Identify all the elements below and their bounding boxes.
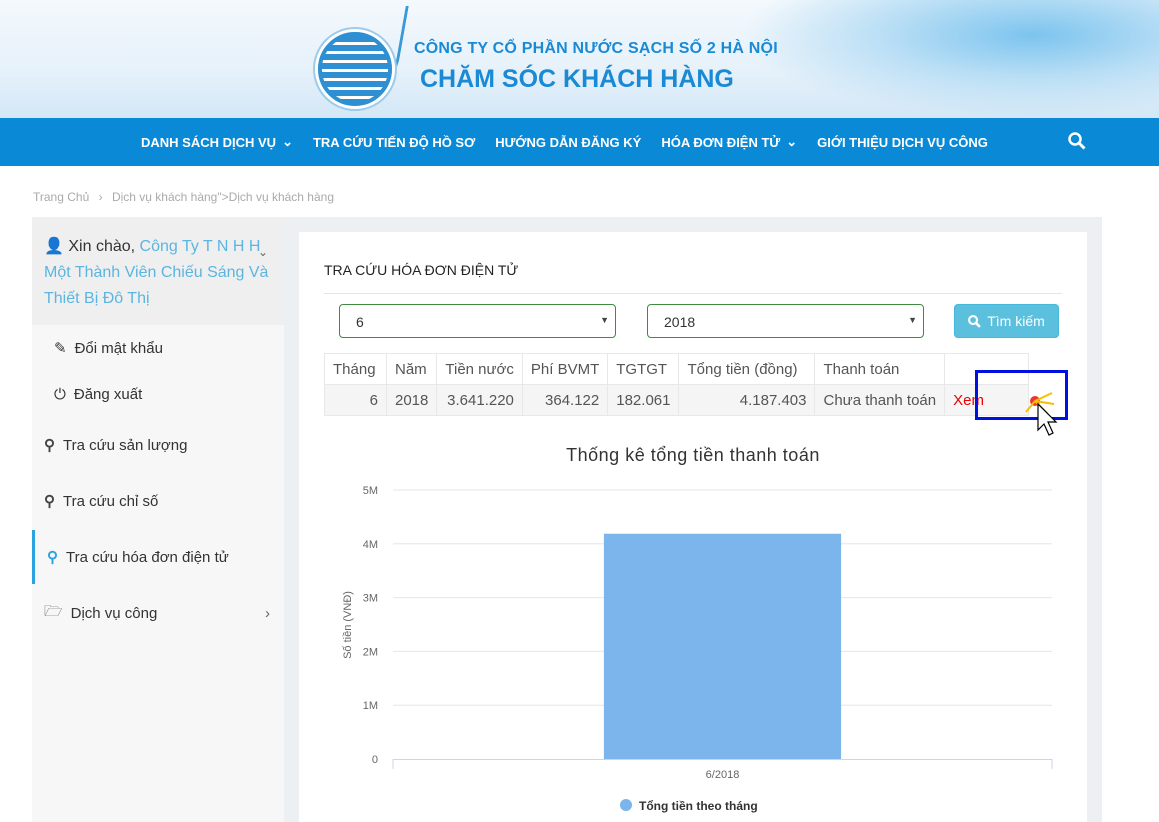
legend-marker xyxy=(620,799,632,811)
y-axis-title: Số tiền (VNĐ) xyxy=(342,591,354,659)
caret-down-icon: ▼ xyxy=(600,315,609,325)
cell-month: 6 xyxy=(324,384,387,416)
sidebar-item-label: Đổi mật khẩu xyxy=(74,339,163,357)
chevron-down-icon: ⌄ xyxy=(786,134,798,149)
user-greeting[interactable]: 👤 Xin chào, Công Ty T N H H Một Thành Vi… xyxy=(32,217,284,325)
sidebar-item-label: Tra cứu sản lượng xyxy=(63,436,188,454)
sidebar-item-logout[interactable]: ⏻ Đăng xuất xyxy=(32,374,284,414)
chevron-down-icon[interactable]: ⌄ xyxy=(257,245,268,259)
y-tick-label: 2M xyxy=(363,646,378,658)
breadcrumb: Trang Chủ › Dịch vụ khách hàng">Dịch vụ … xyxy=(33,190,334,204)
nav-about[interactable]: GIỚI THIỆU DỊCH VỤ CÔNG xyxy=(817,135,988,150)
nav-label: HƯỚNG DẪN ĐĂNG KÝ xyxy=(495,134,642,150)
page-title: TRA CỨU HÓA ĐƠN ĐIỆN TỬ xyxy=(324,262,519,278)
month-select[interactable]: 6 ▼ xyxy=(339,304,616,338)
y-tick-label: 1M xyxy=(363,700,378,712)
user-name: Công Ty T N H H Một Thành Viên Chiếu Sán… xyxy=(44,238,269,307)
year-select[interactable]: 2018 ▼ xyxy=(647,304,924,338)
nav-label: DANH SÁCH DỊCH VỤ xyxy=(141,134,277,150)
breadcrumb-separator: › xyxy=(98,190,103,204)
x-tick-label: 6/2018 xyxy=(706,769,740,781)
cell-year: 2018 xyxy=(385,384,438,416)
search-button[interactable]: Tìm kiếm xyxy=(954,304,1059,338)
nav-einvoice[interactable]: HÓA ĐƠN ĐIỆN TỬ ⌄ xyxy=(661,134,797,150)
cell-water: 3.641.220 xyxy=(436,384,523,416)
col-vat: TGTGT xyxy=(607,353,680,385)
search-button-label: Tìm kiếm xyxy=(987,313,1045,329)
nav-label: GIỚI THIỆU DỊCH VỤ CÔNG xyxy=(817,134,988,150)
year-value: 2018 xyxy=(664,314,696,330)
search-icon: ⚲ xyxy=(44,493,55,510)
breadcrumb-home[interactable]: Trang Chủ xyxy=(33,190,90,204)
invoice-table: Tháng Năm Tiền nước Phí BVMT TGTGT Tổng … xyxy=(324,353,1030,416)
sidebar-item-label: Tra cứu hóa đơn điện tử xyxy=(66,548,229,566)
y-tick-label: 5M xyxy=(363,485,378,497)
divider xyxy=(324,293,1062,294)
search-icon[interactable] xyxy=(1068,132,1086,150)
cell-vat: 182.061 xyxy=(607,384,680,416)
search-icon xyxy=(968,314,982,328)
table-row: 6 2018 3.641.220 364.122 182.061 4.187.4… xyxy=(324,384,1030,416)
sidebar-item-change-password[interactable]: ✎ Đổi mật khẩu xyxy=(32,328,284,368)
col-water: Tiền nước xyxy=(436,353,523,385)
sidebar-item-einvoice[interactable]: ⚲ Tra cứu hóa đơn điện tử xyxy=(32,530,284,584)
cell-env-fee: 364.122 xyxy=(521,384,609,416)
sidebar-item-label: Dịch vụ công xyxy=(70,604,158,622)
chevron-down-icon: ⌄ xyxy=(282,134,293,149)
month-value: 6 xyxy=(356,314,364,330)
bar xyxy=(603,533,842,759)
company-name: CÔNG TY CỔ PHẦN NƯỚC SẠCH SỐ 2 HÀ NỘI xyxy=(414,40,778,57)
sidebar-item-usage[interactable]: ⚲ Tra cứu sản lượng xyxy=(32,425,284,465)
col-month: Tháng xyxy=(324,353,387,385)
total-chart: Thống kê tổng tiền thanh toán 0 1M 2M 3M 4M 5M… xyxy=(342,445,1053,813)
nav-progress[interactable]: TRA CỨU TIẾN ĐỘ HỒ SƠ xyxy=(313,135,475,150)
cell-total: 4.187.403 xyxy=(678,384,816,416)
chevron-right-icon: › xyxy=(265,604,270,622)
power-icon: ⏻ xyxy=(54,385,66,403)
highlight-box xyxy=(975,370,1068,420)
y-tick-label: 0 xyxy=(372,754,378,766)
search-icon: ⚲ xyxy=(44,437,55,454)
main-nav: DANH SÁCH DỊCH VỤ ⌄ TRA CỨU TIẾN ĐỘ HỒ SƠ… xyxy=(0,118,1159,166)
legend-label: Tổng tiền theo tháng xyxy=(639,799,758,813)
breadcrumb-current[interactable]: Dịch vụ khách hàng">Dịch vụ khách hàng xyxy=(111,190,335,204)
col-env-fee: Phí BVMT xyxy=(521,353,609,385)
user-icon: 👤 xyxy=(44,238,64,255)
pencil-icon: ✎ xyxy=(54,340,67,357)
nav-services[interactable]: DANH SÁCH DỊCH VỤ ⌄ xyxy=(141,134,293,150)
table-header: Tháng Năm Tiền nước Phí BVMT TGTGT Tổng … xyxy=(324,353,1030,385)
nav-guide[interactable]: HƯỚNG DẪN ĐĂNG KÝ xyxy=(495,135,641,150)
zoom-in-icon: ⚲ xyxy=(47,549,58,566)
site-header: CÔNG TY CỔ PHẦN NƯỚC SẠCH SỐ 2 HÀ NỘI CH… xyxy=(0,0,1159,118)
greeting-label: Xin chào, xyxy=(68,238,136,255)
sidebar-item-label: Tra cứu chỉ số xyxy=(63,492,159,510)
nav-label: HÓA ĐƠN ĐIỆN TỬ xyxy=(661,134,781,150)
folder-icon: 🗁 xyxy=(44,602,63,620)
caret-down-icon: ▼ xyxy=(908,315,917,325)
sidebar-item-index[interactable]: ⚲ Tra cứu chỉ số xyxy=(32,481,284,521)
col-total: Tổng tiền (đồng) xyxy=(678,353,816,385)
col-year: Năm xyxy=(385,353,438,385)
chart-title: Thống kê tổng tiền thanh toán xyxy=(566,445,820,465)
company-logo[interactable] xyxy=(318,32,392,106)
water-splash-decoration xyxy=(739,0,1159,118)
col-payment: Thanh toán xyxy=(814,353,946,385)
y-tick-label: 3M xyxy=(363,593,378,605)
sidebar-item-label: Đăng xuất xyxy=(73,385,143,403)
nav-label: TRA CỨU TIẾN ĐỘ HỒ SƠ xyxy=(312,134,476,150)
sidebar-item-public-services[interactable]: 🗁 Dịch vụ công › xyxy=(32,593,284,633)
cell-payment: Chưa thanh toán xyxy=(814,384,946,416)
cursor-click-icon xyxy=(1025,392,1058,436)
y-tick-label: 4M xyxy=(363,539,378,551)
site-subtitle: CHĂM SÓC KHÁCH HÀNG xyxy=(420,65,734,93)
